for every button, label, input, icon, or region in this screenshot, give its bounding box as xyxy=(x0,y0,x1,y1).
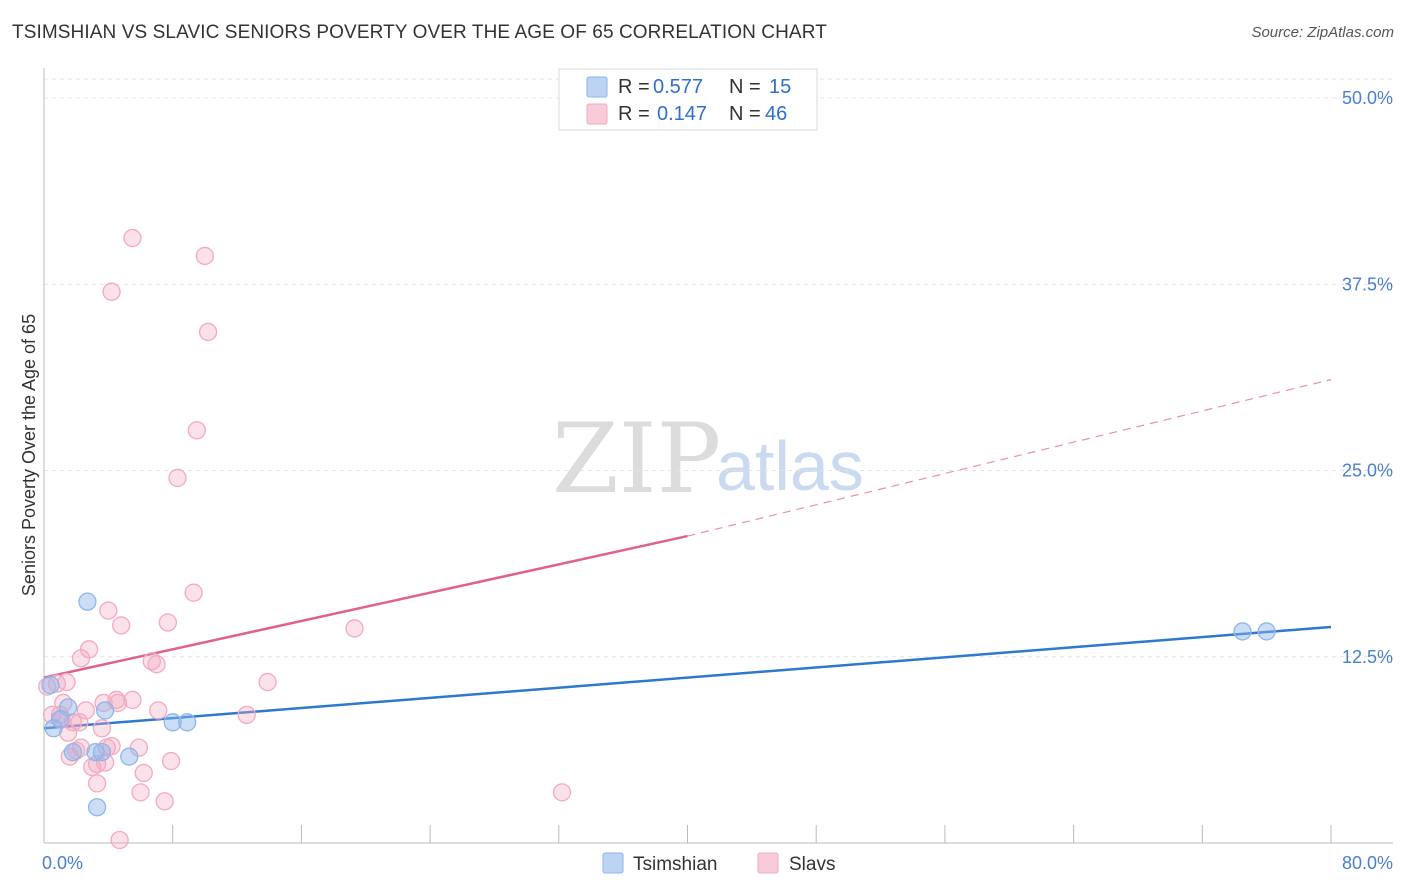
point-slavs-48 xyxy=(552,783,572,802)
point-tsimshian-0 xyxy=(41,675,60,695)
y-tick-label-1: 25.0% xyxy=(1342,461,1393,481)
bottom-legend-label-tsimshian: Tsimshian xyxy=(633,854,717,875)
legend-swatch-slavs xyxy=(586,103,608,125)
point-tsimshian-1 xyxy=(44,719,63,738)
y-tick-label-3: 50.0% xyxy=(1342,88,1393,108)
trend-line-slavs xyxy=(43,534,688,679)
point-slavs-36 xyxy=(161,751,181,771)
point-slavs-6 xyxy=(57,672,76,692)
point-slavs-43 xyxy=(195,246,215,266)
point-slavs-28 xyxy=(123,690,142,710)
point-slavs-14 xyxy=(71,649,91,668)
legend-swatch-tsimshian xyxy=(586,76,608,98)
point-slavs-34 xyxy=(147,655,166,674)
legend-r-label-1: R = xyxy=(618,103,650,125)
point-tsimshian-13 xyxy=(1233,622,1252,641)
legend-n-label-0: N = xyxy=(729,76,761,98)
point-tsimshian-9 xyxy=(92,742,112,762)
point-slavs-37 xyxy=(168,468,187,488)
bottom-legend-swatch-slavs xyxy=(757,852,779,874)
point-slavs-42 xyxy=(187,421,206,440)
point-slavs-15 xyxy=(76,701,95,720)
x-tick-label-left: 0.0% xyxy=(42,853,83,873)
legend-r-value-1: 0.147 xyxy=(657,103,707,125)
point-slavs-32 xyxy=(142,652,161,671)
source-label: Source: ZipAtlas.com xyxy=(1251,24,1394,41)
point-slavs-45 xyxy=(237,705,256,725)
chart-title: TSIMSHIAN VS SLAVIC SENIORS POVERTY OVER… xyxy=(12,22,827,43)
point-tsimshian-14 xyxy=(1257,622,1276,641)
trend-line-tsimshian xyxy=(43,625,1332,730)
grid-lines xyxy=(44,78,1393,658)
point-tsimshian-4 xyxy=(63,742,83,762)
x-tick-label-right: 80.0% xyxy=(1342,853,1393,873)
point-tsimshian-11 xyxy=(163,713,182,732)
point-tsimshian-7 xyxy=(87,798,107,817)
point-tsimshian-8 xyxy=(95,701,115,720)
point-slavs-44 xyxy=(198,322,218,342)
point-slavs-31 xyxy=(134,763,153,783)
y-tick-labels: 12.5% 25.0% 37.5% 50.0% xyxy=(1342,88,1393,667)
point-slavs-46 xyxy=(258,672,277,692)
point-slavs-47 xyxy=(345,619,364,638)
point-slavs-20 xyxy=(99,601,118,620)
watermark-zip: ZIP xyxy=(552,403,721,515)
point-slavs-25 xyxy=(94,693,113,713)
y-tick-label-0: 12.5% xyxy=(1342,647,1393,667)
point-slavs-40 xyxy=(158,613,178,632)
y-axis-label: Seniors Poverty Over the Age of 65 xyxy=(19,314,39,596)
point-slavs-21 xyxy=(87,774,107,793)
legend-n-label-1: N = xyxy=(729,103,761,125)
legend-n-value-0: 15 xyxy=(769,76,791,98)
legend-r-value-0: 0.577 xyxy=(653,76,703,98)
point-slavs-38 xyxy=(123,228,142,248)
point-slavs-30 xyxy=(131,783,150,802)
bottom-legend: Tsimshian Slavs xyxy=(602,852,835,875)
point-slavs-23 xyxy=(102,737,121,756)
point-slavs-33 xyxy=(149,701,168,720)
point-slavs-8 xyxy=(58,723,78,742)
point-slavs-26 xyxy=(112,616,131,635)
point-slavs-18 xyxy=(92,719,112,738)
point-slavs-39 xyxy=(102,282,121,301)
point-slavs-41 xyxy=(184,583,203,602)
y-tick-label-2: 37.5% xyxy=(1342,274,1393,294)
point-tsimshian-6 xyxy=(86,742,105,762)
point-tsimshian-5 xyxy=(78,592,97,611)
trend-lines xyxy=(43,379,1332,730)
bottom-legend-label-slavs: Slavs xyxy=(789,854,835,875)
point-tsimshian-12 xyxy=(178,713,197,732)
trend-line-dashed-slavs xyxy=(687,379,1332,537)
point-slavs-35 xyxy=(155,792,174,811)
legend: R = 0.577 N = 15 R = 0.147 N = 46 xyxy=(558,68,818,131)
bottom-legend-swatch-tsimshian xyxy=(602,852,624,874)
point-tsimshian-10 xyxy=(120,747,139,766)
point-slavs-49 xyxy=(110,830,129,850)
watermark-atlas: atlas xyxy=(716,427,864,505)
legend-n-value-1: 46 xyxy=(765,103,787,125)
legend-r-label-0: R = xyxy=(618,76,650,98)
axes xyxy=(43,68,1393,844)
point-tsimshian-3 xyxy=(50,710,70,729)
data-points xyxy=(38,228,1276,850)
